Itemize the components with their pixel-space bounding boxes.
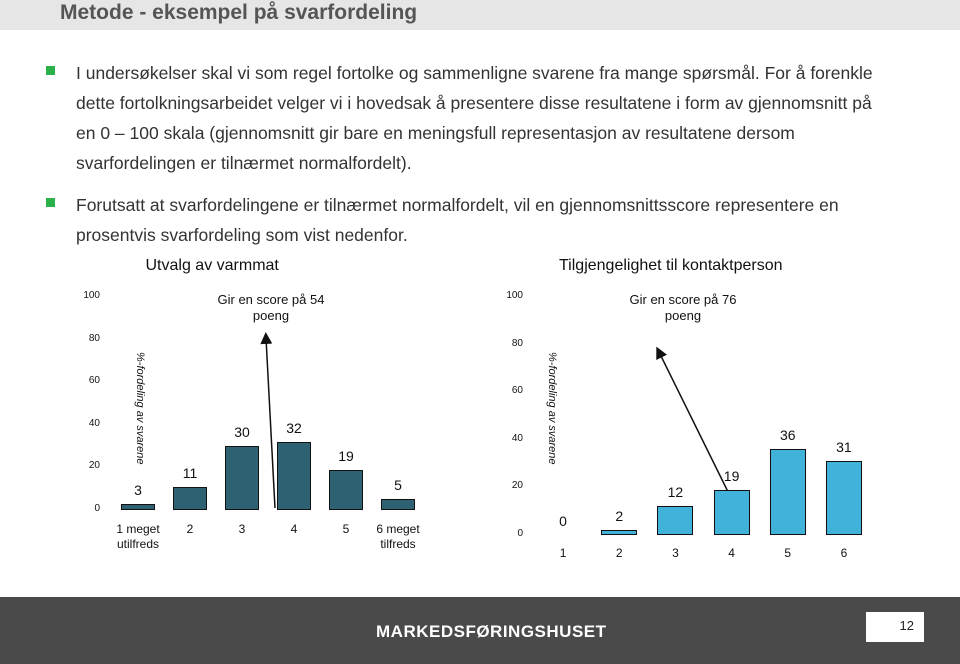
x-tick-label: 2 (615, 546, 623, 560)
y-tick-label: 40 (88, 417, 100, 429)
y-axis-label: %-fordeling av svarene (134, 352, 146, 465)
x-tick-label: 3 (238, 522, 246, 536)
bar (825, 461, 862, 535)
bar (381, 499, 415, 510)
y-tick-label: 0 (94, 503, 100, 514)
annotation: Gir en score på 76 poeng (629, 292, 737, 323)
data-label: 31 (836, 439, 852, 456)
bar (601, 530, 638, 535)
data-label: 32 (286, 419, 302, 436)
y-tick-label: 60 (511, 385, 523, 397)
bullet-text: I undersøkelser skal vi som regel fortol… (76, 63, 873, 173)
data-label: 30 (234, 424, 250, 441)
x-tick-label: 4 (290, 522, 298, 536)
logo: MARKEDSFØRINGSHUSET (376, 622, 607, 641)
bar (769, 449, 806, 535)
data-label: 36 (779, 427, 796, 444)
data-label: 12 (667, 484, 684, 501)
page-box (866, 612, 924, 642)
chart-title: Utvalg av varmmat (145, 257, 279, 274)
bar (657, 506, 694, 535)
y-tick-label: 100 (506, 290, 523, 301)
data-label: 2 (615, 508, 624, 525)
x-tick-label: 5 (342, 522, 350, 536)
bar (121, 503, 155, 510)
data-label: 3 (134, 481, 142, 498)
y-axis-label: %-fordeling av svarene (546, 352, 558, 465)
y-tick-label: 0 (517, 528, 523, 539)
x-tick-label: 6 meget tilfreds (376, 522, 420, 551)
x-tick-label: 4 (728, 546, 735, 560)
bar (329, 469, 363, 510)
x-tick-label: 1 (559, 546, 567, 560)
x-tick-label: 5 (784, 546, 792, 560)
bar (225, 446, 259, 510)
y-tick-label: 20 (88, 460, 100, 472)
data-label: 5 (394, 477, 402, 494)
chart-title: Tilgjengelighet til kontaktperson (559, 257, 783, 274)
y-tick-label: 60 (88, 375, 100, 387)
bullet-marker (46, 198, 55, 207)
annotation: Gir en score på 54 poeng (217, 292, 325, 323)
arrow (260, 332, 276, 509)
bar (713, 489, 750, 535)
bullet-text: Forutsatt at svarfordelingene er tilnærm… (76, 195, 839, 245)
data-label: 0 (559, 513, 567, 529)
data-label: 11 (182, 464, 198, 481)
bar (173, 486, 207, 510)
y-tick-label: 100 (83, 290, 100, 301)
bullet-marker (46, 66, 55, 75)
data-label: 19 (723, 467, 740, 484)
x-tick-label: 1 meget utilfreds (116, 522, 160, 551)
footer (0, 597, 960, 664)
y-tick-label: 40 (511, 432, 523, 444)
x-tick-label: 6 (840, 546, 848, 560)
y-tick-label: 80 (511, 337, 523, 349)
page-number: 12 (899, 618, 914, 633)
arrow (656, 346, 737, 509)
slide-title: Metode - eksempel på svarfordeling (60, 1, 418, 24)
title-bar (0, 0, 960, 30)
y-tick-label: 20 (511, 480, 523, 492)
data-label: 19 (338, 447, 354, 464)
bar (277, 441, 311, 510)
x-tick-label: 3 (672, 546, 679, 560)
y-tick-label: 80 (88, 332, 100, 344)
x-tick-label: 2 (186, 522, 194, 536)
